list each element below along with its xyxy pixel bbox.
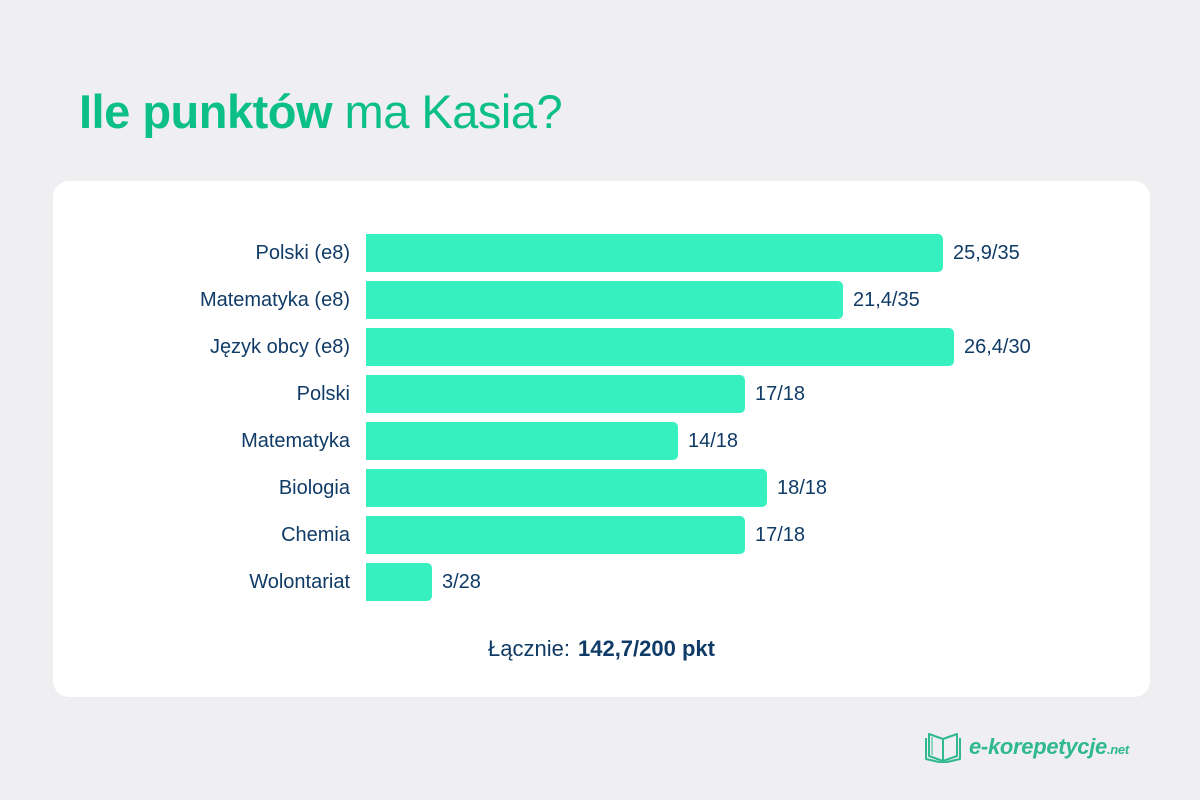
bar-row: Język obcy (e8) 26,4/30 [53, 328, 1150, 366]
bar-row: Polski (e8) 25,9/35 [53, 234, 1150, 272]
title-light: ma Kasia? [332, 85, 563, 138]
total-value: 142,7/200 pkt [577, 636, 715, 661]
bar-row: Biologia 18/18 [53, 469, 1150, 507]
bar [366, 375, 745, 413]
bar [366, 281, 843, 319]
bar [366, 328, 954, 366]
bar [366, 516, 745, 554]
bar-row: Polski 17/18 [53, 375, 1150, 413]
title-bold: Ile punktów [79, 85, 333, 138]
bar-value: 26,4/30 [964, 336, 1031, 358]
bar [366, 563, 432, 601]
bar-label: Polski (e8) [255, 242, 350, 264]
bar-row: Matematyka 14/18 [53, 422, 1150, 460]
bar-label: Biologia [278, 477, 350, 499]
bar-label: Wolontariat [249, 571, 350, 593]
bar [366, 422, 678, 460]
brand-logo: e-korepetycje.net [923, 730, 1129, 764]
bar-label: Matematyka (e8) [199, 289, 350, 311]
bar-value: 25,9/35 [953, 242, 1020, 264]
chart-title: Ile punktów ma Kasia? [79, 84, 563, 140]
bar-row: Matematyka (e8) 21,4/35 [53, 281, 1150, 319]
bar [366, 469, 767, 507]
bar-label: Chemia [281, 524, 350, 546]
bar-label: Matematyka [241, 430, 350, 452]
bar-value: 21,4/35 [853, 289, 920, 311]
bar-label: Polski [296, 383, 350, 405]
bar-row: Wolontariat 3/28 [53, 563, 1150, 601]
bar-value: 18/18 [777, 477, 828, 499]
bar-value: 3/28 [442, 571, 481, 593]
open-book-icon [923, 731, 963, 763]
bar-label: Język obcy (e8) [209, 336, 350, 358]
brand-name: e-korepetycje.net [969, 734, 1129, 759]
bar-value: 17/18 [755, 383, 806, 405]
chart-card: Polski (e8) 25,9/35 Matematyka (e8) 21,4/35… [53, 181, 1150, 697]
bar-value: 14/18 [688, 430, 739, 452]
bar [366, 234, 943, 272]
brand-tld: .net [1106, 742, 1129, 757]
total-summary: Łącznie: 142,7/200 pkt [53, 636, 1150, 662]
bar-row: Chemia 17/18 [53, 516, 1150, 554]
total-label: Łącznie: [488, 636, 570, 661]
bar-value: 17/18 [755, 524, 806, 546]
